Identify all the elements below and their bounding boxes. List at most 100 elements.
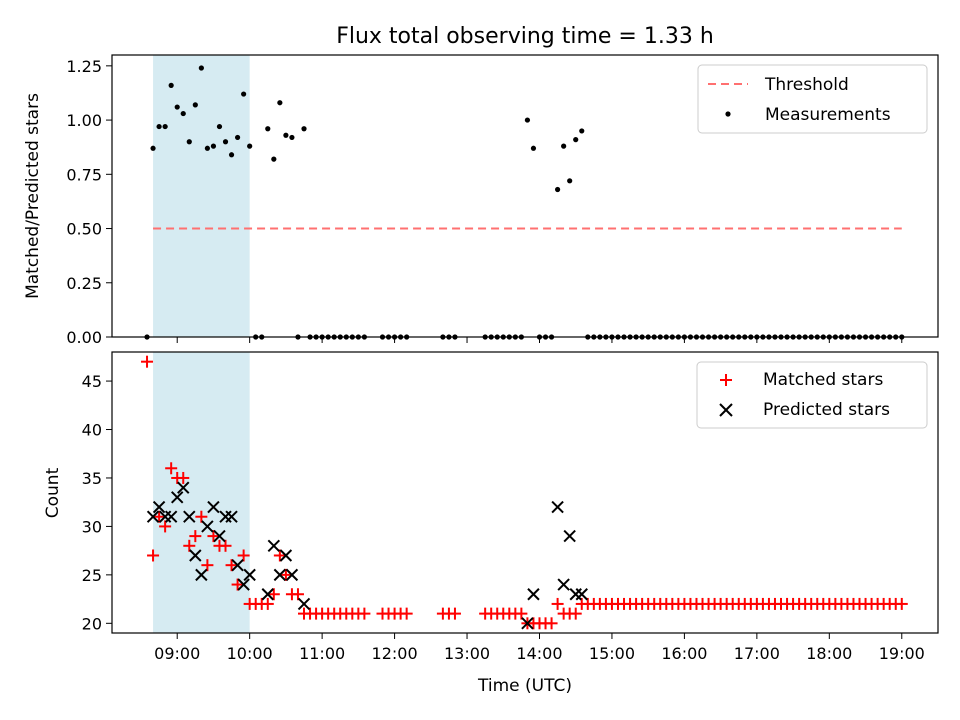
y-tick-label: 20: [82, 614, 102, 633]
ratio-legend-measurements-label: Measurements: [765, 105, 891, 125]
figure-title: Flux total observing time = 1.33 h: [336, 24, 714, 49]
measurement-point: [150, 145, 156, 151]
y-tick-label: 30: [82, 517, 102, 536]
predicted-star-point: [225, 510, 238, 523]
predicted-star-point: [569, 588, 582, 601]
x-tick-label: 19:00: [879, 644, 925, 663]
count-plot-frame: [111, 351, 939, 634]
matched-star-point: [273, 549, 286, 562]
y-tick-label: 0.75: [66, 165, 102, 184]
measurement-point: [228, 152, 235, 158]
y-tick-label: 35: [82, 469, 102, 488]
measurement-point: [198, 65, 204, 71]
ratio-legend: Threshold Measurements: [697, 64, 928, 134]
predicted-star-point: [171, 491, 184, 504]
x-axis-label: Time (UTC): [477, 676, 572, 696]
predicted-star-point: [243, 568, 256, 582]
measurement-point: [186, 139, 192, 145]
ratio-shaded-span: [153, 55, 250, 337]
predicted-star-point: [195, 568, 208, 582]
predicted-star-point: [189, 549, 202, 562]
predicted-star-point: [213, 529, 226, 543]
matched-star-point: [267, 588, 280, 601]
matched-star-point: [147, 549, 160, 562]
ratio-y-axis-label: Matched/Predicted stars: [23, 93, 43, 299]
count-legend-matched-label: Matched stars: [763, 370, 883, 390]
count-marks: [141, 355, 908, 630]
measurement-point: [271, 156, 277, 162]
matched-star-point: [237, 549, 250, 562]
matched-star-point: [231, 578, 244, 591]
measurement-point: [204, 145, 211, 151]
ratio-x-ticks: [176, 337, 903, 343]
predicted-star-point: [551, 500, 564, 514]
predicted-star-point: [273, 568, 287, 582]
matched-star-point: [219, 539, 232, 552]
measurement-point: [289, 134, 295, 141]
x-tick-label: 11:00: [299, 644, 345, 663]
measurement-point: [555, 186, 561, 193]
measurement-point: [216, 123, 223, 130]
measurement-point: [192, 102, 198, 108]
predicted-star-point: [237, 578, 250, 591]
matched-star-point: [183, 539, 196, 552]
matched-star-point: [177, 471, 190, 484]
x-tick-label: 09:00: [154, 644, 200, 663]
measurement-point: [283, 132, 289, 138]
matched-star-point: [551, 597, 564, 610]
x-tick-label: 17:00: [734, 644, 780, 663]
measurement-point: [210, 143, 217, 149]
x-tick-label: 10:00: [227, 644, 273, 663]
measurement-point: [241, 91, 247, 97]
y-tick-label: 1.00: [66, 111, 102, 130]
ratio-y-ticks: 0.00 0.25 0.50 0.75 1.00 1.25: [66, 57, 112, 347]
x-tick-label: 12:00: [372, 644, 418, 663]
predicted-star-point: [575, 588, 588, 601]
x-tick-label: 15:00: [589, 644, 635, 663]
predicted-star-point: [521, 617, 534, 630]
matched-star-point: [207, 530, 220, 543]
predicted-star-point: [231, 558, 244, 572]
ratio-legend-threshold-label: Threshold: [764, 75, 849, 95]
x-tick-label: 16:00: [661, 644, 707, 663]
count-y-axis-label: Count: [43, 467, 63, 518]
predicted-star-point: [527, 588, 540, 601]
count-legend-matched-swatch: [720, 374, 732, 386]
predicted-star-point: [267, 539, 281, 553]
measurement-point: [524, 117, 531, 123]
matched-star-point: [201, 559, 214, 572]
measurement-point: [579, 128, 585, 134]
ratio-legend-measurement-swatch: [725, 111, 731, 117]
matched-star-point: [153, 510, 166, 523]
predicted-star-point: [279, 549, 293, 562]
measurement-point: [156, 123, 162, 130]
matched-star-point: [261, 597, 274, 610]
x-tick-label: 14:00: [516, 644, 562, 663]
predicted-star-point: [177, 481, 190, 494]
count-legend-frame: [696, 361, 928, 429]
predicted-star-point: [557, 578, 570, 591]
measurement-point: [168, 82, 174, 88]
measurement-point: [180, 110, 186, 117]
matched-star-point: [448, 607, 461, 620]
measurement-point: [234, 134, 241, 141]
measurement-point: [247, 143, 253, 149]
y-tick-label: 0.50: [66, 220, 102, 239]
x-tick-label: 13:00: [444, 644, 490, 663]
ratio-marks: [144, 65, 905, 340]
count-panel: 09:00 10:00 11:00 12:00 13:00 14:00 15:00 16:00…: [43, 351, 939, 663]
measurement-point: [301, 126, 307, 132]
measurement-point: [174, 104, 180, 110]
count-legend-predicted-label: Predicted stars: [763, 400, 890, 420]
predicted-star-point: [297, 597, 311, 611]
measurement-point: [573, 137, 579, 143]
measurement-point: [567, 178, 573, 184]
count-y-ticks: 20 25 30 35 40 45: [82, 372, 112, 633]
predicted-star-point: [164, 510, 178, 523]
matched-star-point: [569, 607, 582, 620]
matched-star-point: [400, 607, 413, 620]
x-tick-label: 18:00: [806, 644, 852, 663]
matched-star-point: [279, 568, 292, 581]
measurement-point: [265, 126, 271, 132]
predicted-star-point: [285, 568, 299, 582]
